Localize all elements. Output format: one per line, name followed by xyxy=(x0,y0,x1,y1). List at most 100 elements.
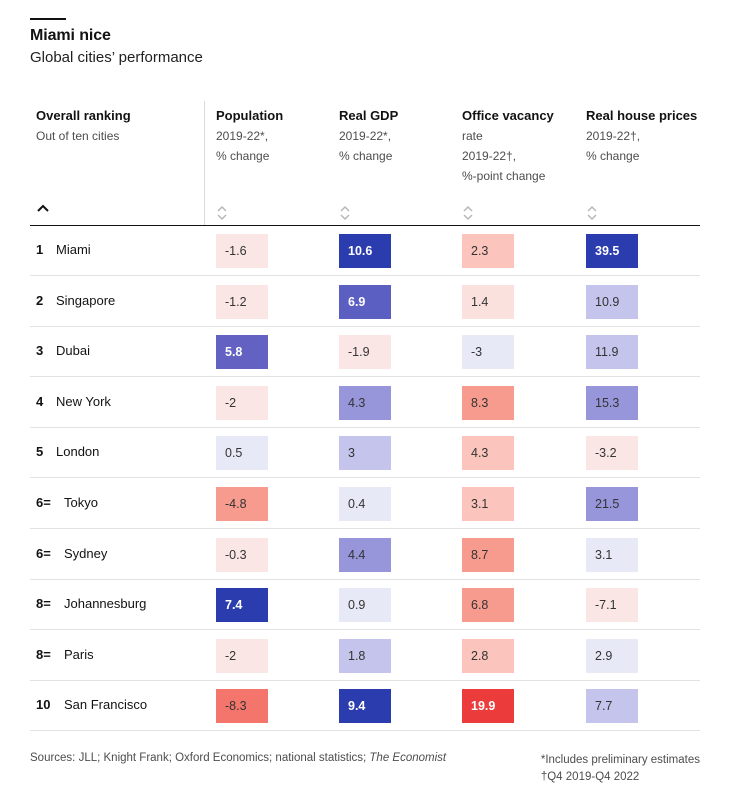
sort-toggle-icon[interactable] xyxy=(339,205,351,221)
heat-cell: -3 xyxy=(462,335,514,370)
heat-cell: 7.4 xyxy=(216,588,268,623)
sort-toggle-icon[interactable] xyxy=(462,205,474,221)
table-row: 4 New York -2 4.3 8.3 15.3 xyxy=(30,378,700,428)
city-label: Singapore xyxy=(56,292,116,308)
column-header-name: Real GDP xyxy=(339,108,399,123)
sort-toggle-icon[interactable] xyxy=(586,205,598,221)
column-header[interactable]: Office vacancy rate 2019-22†, %-point chang… xyxy=(462,106,554,186)
heat-cell: -2 xyxy=(216,385,268,420)
row-divider xyxy=(30,376,700,378)
heat-cell: 5.8 xyxy=(216,335,268,370)
column-header: Overall ranking Out of ten cities xyxy=(36,106,131,146)
heat-cell: -0.3 xyxy=(216,537,268,572)
footnote-period: †Q4 2019-Q4 2022 xyxy=(540,771,640,783)
heat-cell: 2.9 xyxy=(586,638,638,673)
heat-cell: -1.6 xyxy=(216,234,268,268)
sort-toggle-icon[interactable] xyxy=(216,205,228,221)
rank-label: 1 xyxy=(36,242,44,257)
row-divider xyxy=(30,275,700,276)
column-header-subtitle: Out of ten cities xyxy=(36,129,120,143)
rank-label: 8= xyxy=(36,596,51,612)
heat-cell: -2 xyxy=(216,638,268,673)
table-row: 10 San Francisco -8.3 9.4 19.9 7.7 xyxy=(30,681,700,732)
table-row: 5 London 0.5 3 4.3 -3.2 xyxy=(30,428,700,479)
table-row: 6= Sydney -0.3 4.4 8.7 3.1 xyxy=(30,530,700,580)
rank-label: 6= xyxy=(36,495,51,510)
city-label: London xyxy=(56,444,100,460)
sources-text: Sources: JLL; Knight Frank; Oxford Econo… xyxy=(30,752,370,764)
heat-cell: -8.3 xyxy=(216,689,268,724)
table-row: 1 Miami -1.6 10.6 2.3 39.5 xyxy=(30,226,700,276)
city-label: Miami xyxy=(56,242,91,257)
column-header-subtitle: %-point change xyxy=(462,169,546,183)
heat-cell: 1.4 xyxy=(462,284,514,319)
rank-label: 2 xyxy=(36,292,44,308)
rank-label: 6= xyxy=(36,545,51,561)
column-header-name: Real house prices xyxy=(586,108,698,123)
heat-cell: 4.4 xyxy=(339,537,391,572)
title-accent-rule xyxy=(30,18,66,20)
heat-cell: -4.8 xyxy=(216,487,268,521)
heat-cell: 0.5 xyxy=(216,436,268,471)
heat-cell: 2.8 xyxy=(462,638,514,673)
row-divider xyxy=(30,528,700,529)
city-label: Tokyo xyxy=(64,495,98,510)
heat-cell: 0.9 xyxy=(339,588,391,623)
sources-publication: The Economist xyxy=(369,752,447,764)
heat-cell: -3.2 xyxy=(586,436,638,471)
heat-cell: 4.3 xyxy=(462,436,514,471)
column-header-subtitle: 2019-22*, xyxy=(216,129,269,143)
footnote-estimates: *Includes preliminary estimates xyxy=(540,754,700,766)
heat-cell: 0.4 xyxy=(339,487,391,521)
sources-note: Sources: JLL; Knight Frank; Oxford Econo… xyxy=(30,752,446,764)
row-divider xyxy=(30,679,700,681)
footnotes: *Includes preliminary estimates †Q4 2019… xyxy=(541,752,700,786)
row-divider xyxy=(30,629,700,631)
heat-cell: -1.9 xyxy=(339,335,391,370)
table-row: 3 Dubai 5.8 -1.9 -3 11.9 xyxy=(30,327,700,378)
rank-label: 8= xyxy=(36,646,51,662)
column-header[interactable]: Real house prices 2019-22†, % change xyxy=(586,106,697,166)
column-header[interactable]: Real GDP 2019-22*, % change xyxy=(339,106,398,166)
column-header[interactable]: Population 2019-22*, % change xyxy=(216,106,283,166)
city-label: San Francisco xyxy=(64,697,148,713)
sort-ascending-icon[interactable] xyxy=(36,203,50,213)
table-row: 8= Paris -2 1.8 2.8 2.9 xyxy=(30,631,700,681)
row-divider xyxy=(30,477,700,479)
city-label: Paris xyxy=(64,646,94,662)
column-divider xyxy=(204,101,205,225)
row-divider xyxy=(30,578,700,580)
rank-label: 4 xyxy=(36,393,44,409)
row-divider xyxy=(30,426,700,428)
column-header-name: Office vacancy xyxy=(462,108,554,123)
heat-cell: 2.3 xyxy=(462,234,514,268)
header-rule xyxy=(30,225,700,226)
heat-cell: 1.8 xyxy=(339,638,391,673)
heat-cell: 9.4 xyxy=(339,689,391,724)
column-header-subtitle: 2019-22†, xyxy=(462,149,517,163)
heat-cell: 4.3 xyxy=(339,385,391,420)
heat-cell: 10.9 xyxy=(586,284,638,319)
heat-cell: 6.9 xyxy=(339,284,391,319)
heat-cell: 19.9 xyxy=(462,689,514,724)
heat-cell: 39.5 xyxy=(586,234,638,268)
heat-cell: 8.3 xyxy=(462,385,514,420)
city-label: Johannesburg xyxy=(64,596,147,612)
heat-cell: 8.7 xyxy=(462,537,514,572)
heat-cell: 6.8 xyxy=(462,588,514,623)
row-divider xyxy=(30,730,700,732)
heat-cell: 3 xyxy=(339,436,391,471)
heat-cell: 3.1 xyxy=(462,487,514,521)
row-divider xyxy=(30,325,700,327)
column-header-subtitle: % change xyxy=(339,149,393,163)
city-label: Sydney xyxy=(64,545,108,561)
chart-title: Miami nice xyxy=(30,27,111,44)
heat-cell: 7.7 xyxy=(586,689,638,724)
heat-cell: 3.1 xyxy=(586,537,638,572)
heat-cell: 21.5 xyxy=(586,487,638,521)
heat-cell: 15.3 xyxy=(586,385,638,420)
city-label: New York xyxy=(56,393,111,409)
heat-cell: 10.6 xyxy=(339,234,391,268)
column-header-name: Population xyxy=(216,108,284,123)
city-label: Dubai xyxy=(56,343,90,359)
